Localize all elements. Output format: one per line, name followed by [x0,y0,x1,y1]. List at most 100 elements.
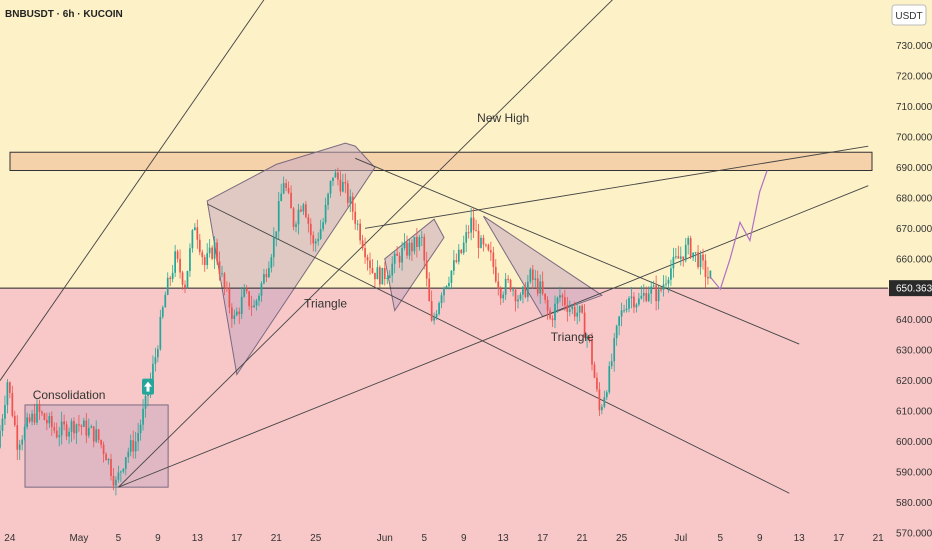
price-axis[interactable]: 570.000 580.000 590.000 600.000 610.000 620.0… [889,41,932,539]
candle [684,237,687,263]
candle-body [154,357,157,364]
candle-body [85,420,88,436]
candle-body [596,377,598,390]
candle [628,295,630,313]
candle-body [11,392,14,416]
candle [435,310,438,320]
candle [169,275,172,287]
candle-body [115,479,117,486]
candle [216,238,218,265]
candle-body [295,224,297,227]
candle [411,239,413,262]
candle [596,372,598,392]
candle [522,285,524,304]
candle-body [260,283,263,296]
candle [610,353,613,369]
candle [171,264,174,283]
candle-body [667,279,670,284]
price-tag-label: 650.363 [896,284,932,295]
candle [492,246,495,275]
candle-body [83,420,85,427]
candle-body [307,217,310,224]
candle-body [337,172,339,180]
candle [576,302,579,325]
candle-body [507,278,509,280]
candle-body [623,310,625,312]
candle [337,167,339,186]
candle-body [647,293,650,301]
candle [672,247,675,278]
candle [211,245,213,261]
candle [184,280,186,294]
candle-body [499,288,502,299]
candle-body [134,441,137,452]
candle [630,286,633,309]
candle [573,301,576,321]
candle-body [615,325,618,339]
y-tick-label: 720.000 [896,72,932,83]
candle-body [272,237,275,258]
candle [371,259,374,274]
candle [65,420,68,441]
candle-body [18,444,21,450]
currency-button[interactable]: USDT [891,4,927,26]
candle-body [536,278,539,294]
candle-body [65,424,68,437]
candle-body [181,272,184,285]
candle [203,254,206,272]
candle-body [692,252,694,258]
candle [497,272,500,296]
candle [41,410,43,416]
candle [68,427,70,444]
candle-body [216,242,218,262]
candle-body [702,254,704,261]
candle-body [376,267,379,280]
candle [593,361,596,379]
candle [142,399,144,431]
candle-body [346,183,349,203]
projection-path [709,170,768,291]
candle [263,268,265,285]
candle [425,251,428,287]
candle [159,309,162,351]
trend-line-2 [118,0,613,488]
candle-body [418,237,421,247]
candle-body [329,181,332,194]
candle [660,286,662,293]
candle [137,422,139,451]
candle-body [80,425,83,427]
candle [453,250,455,276]
x-tick-label: 9 [155,533,161,544]
candle-body [275,231,278,238]
candle-body [124,457,127,469]
candle [472,208,475,238]
candle-body [221,273,223,275]
candle [198,234,201,256]
candles-layer [0,167,712,496]
candle-body [75,424,78,434]
candle-body [425,260,428,279]
x-tick-label: 5 [717,533,723,544]
candle [87,418,90,439]
candle [381,267,384,285]
candle [28,413,31,424]
candle [583,304,586,338]
time-axis[interactable]: 24 May 5 9 13 17 21 25 Jun 5 9 13 17 21 25 Jul 5 9 13 17 21 [4,533,884,544]
candle [485,243,487,248]
candle [280,183,283,202]
y-tick-label: 730.000 [896,41,932,52]
candle-body [411,242,413,252]
candle-body [218,261,221,275]
candle [475,219,477,232]
candle-body [324,204,327,223]
candle-body [110,459,112,477]
candle [6,379,9,414]
candle-body [694,252,697,254]
candle [638,293,640,307]
candle [536,270,539,297]
candle-body [682,256,685,261]
candle-body [16,425,19,450]
candle-body [383,267,386,280]
candle-body [546,299,549,311]
